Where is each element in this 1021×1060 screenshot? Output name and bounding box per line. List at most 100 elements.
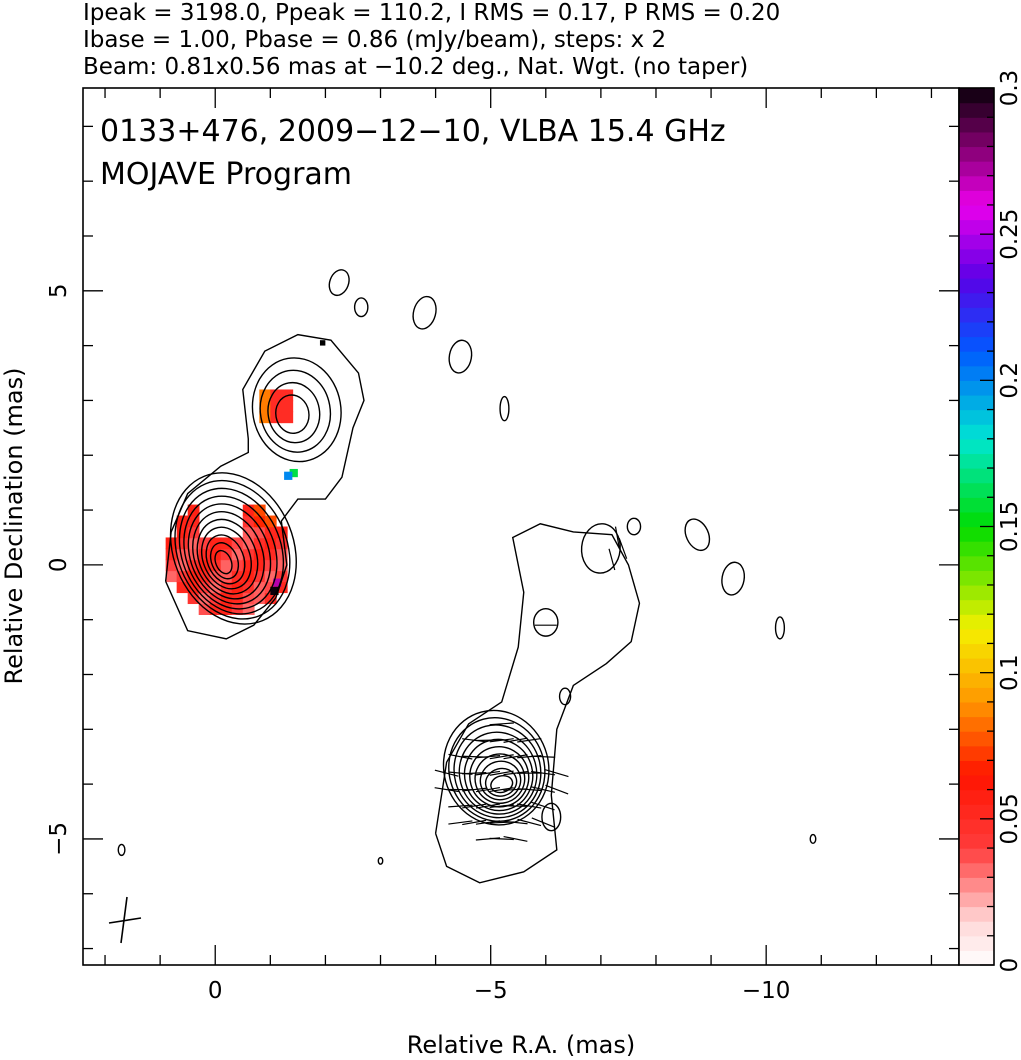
pol-cell [275, 581, 288, 594]
colorbar-segment [959, 789, 994, 805]
pol-cell [284, 471, 293, 480]
header-line-2: Ibase = 1.00, Pbase = 0.86 (mJy/beam), s… [83, 27, 666, 53]
x-tick-label: −10 [742, 978, 791, 1004]
colorbar-segment [959, 380, 994, 396]
colorbar-segment [959, 321, 994, 338]
evpa-vector [448, 820, 473, 825]
jet-contour [490, 774, 514, 794]
pol-cell [270, 389, 283, 402]
pol-cell [187, 526, 200, 539]
evpa-vector [434, 769, 459, 777]
pol-cell [253, 526, 266, 539]
jet-contour [479, 760, 522, 801]
pol-cell [259, 389, 272, 402]
header-line-3: Beam: 0.81x0.56 mas at −10.2 deg., Nat. … [83, 54, 748, 80]
y-axis-label: Relative Declination (mas) [0, 367, 28, 684]
evpa-vector-layer [434, 526, 628, 842]
evpa-vector [448, 804, 473, 808]
colorbar-segment [959, 614, 994, 630]
evpa-vector [462, 819, 487, 826]
evpa-vector [608, 548, 616, 571]
colorbar-segment [959, 950, 994, 966]
colorbar-segment [959, 511, 994, 528]
jet-contour [484, 767, 518, 797]
pol-cell [242, 559, 255, 572]
core-contour [214, 549, 233, 575]
isolated-contour [328, 269, 350, 297]
colorbar-segment [959, 848, 994, 864]
colorbar-segment [959, 482, 994, 498]
pol-cell [264, 570, 277, 583]
pol-cell [231, 559, 244, 572]
core-contour [169, 472, 297, 625]
colorbar-segment [959, 555, 994, 571]
pol-cell [242, 548, 255, 561]
colorbar-segment [959, 365, 994, 381]
evpa-vector [517, 803, 542, 809]
pol-cell [209, 559, 222, 572]
evpa-vector [489, 754, 514, 760]
pol-cell [242, 515, 255, 528]
evpa-vector [489, 738, 514, 743]
pol-cell [242, 592, 255, 605]
pol-cell [264, 537, 277, 550]
pol-cell [253, 592, 266, 605]
evpa-vector [530, 755, 556, 758]
evpa-vector [517, 737, 542, 743]
colorbar-segment [959, 921, 994, 937]
colorbar-segment [959, 175, 994, 191]
pol-cell [253, 581, 266, 594]
pol-cell [176, 526, 189, 539]
isolated-contour [558, 687, 572, 706]
colorbar-segment [959, 117, 994, 133]
jet-contour [458, 731, 538, 815]
pol-cell [253, 570, 266, 583]
isolated-contour [448, 339, 473, 374]
contour-layer [117, 269, 817, 884]
pol-cell [270, 586, 279, 596]
colorbar-segment [959, 292, 994, 308]
colorbar-segment [959, 394, 994, 411]
pol-cell [275, 548, 288, 561]
knot-contour [267, 381, 321, 444]
evpa-vector [475, 770, 501, 776]
x-tick-label: 0 [208, 978, 223, 1004]
pol-cell [264, 515, 277, 528]
colorbar-segment [959, 687, 994, 703]
pol-cell [253, 504, 266, 517]
colorbar-segment [959, 599, 994, 615]
colorbar-tick-label: 0.1 [997, 654, 1021, 691]
isolated-contour [353, 297, 369, 318]
jet-contour [453, 724, 542, 819]
colorbar-segment [959, 307, 994, 323]
pol-cell [231, 548, 244, 561]
isolated-contour [377, 856, 384, 865]
knot-contour [251, 357, 342, 463]
colorbar-segment [959, 526, 994, 542]
colorbar-tick-labels: 0 0.05 0.1 0.15 0.2 0.25 0.3 [997, 70, 1021, 973]
chart-subtitle: MOJAVE Program [100, 157, 352, 192]
core-contour [192, 511, 265, 600]
pol-cell [165, 537, 178, 550]
core-contour [205, 534, 246, 585]
isolated-contour [626, 517, 642, 536]
evpa-vector [462, 787, 487, 792]
pol-cell [176, 537, 189, 550]
pol-cell [253, 548, 266, 561]
isolated-contour [684, 518, 711, 552]
colorbar-segment [959, 541, 994, 557]
header-line-1: Ipeak = 3198.0, Ppeak = 110.2, I RMS = 0… [83, 0, 780, 26]
jet-contour [442, 709, 550, 826]
colorbar-segment [959, 658, 994, 674]
pol-cell [273, 578, 282, 587]
isolated-contour [412, 295, 437, 330]
core-contour [201, 526, 252, 590]
pol-cell [220, 559, 233, 572]
y-axis-ticks [83, 125, 959, 950]
colorbar-segment [959, 146, 994, 162]
isolated-contour [580, 523, 621, 574]
pol-cell [187, 570, 200, 583]
core-contour [196, 518, 259, 595]
pol-cell [242, 603, 255, 615]
